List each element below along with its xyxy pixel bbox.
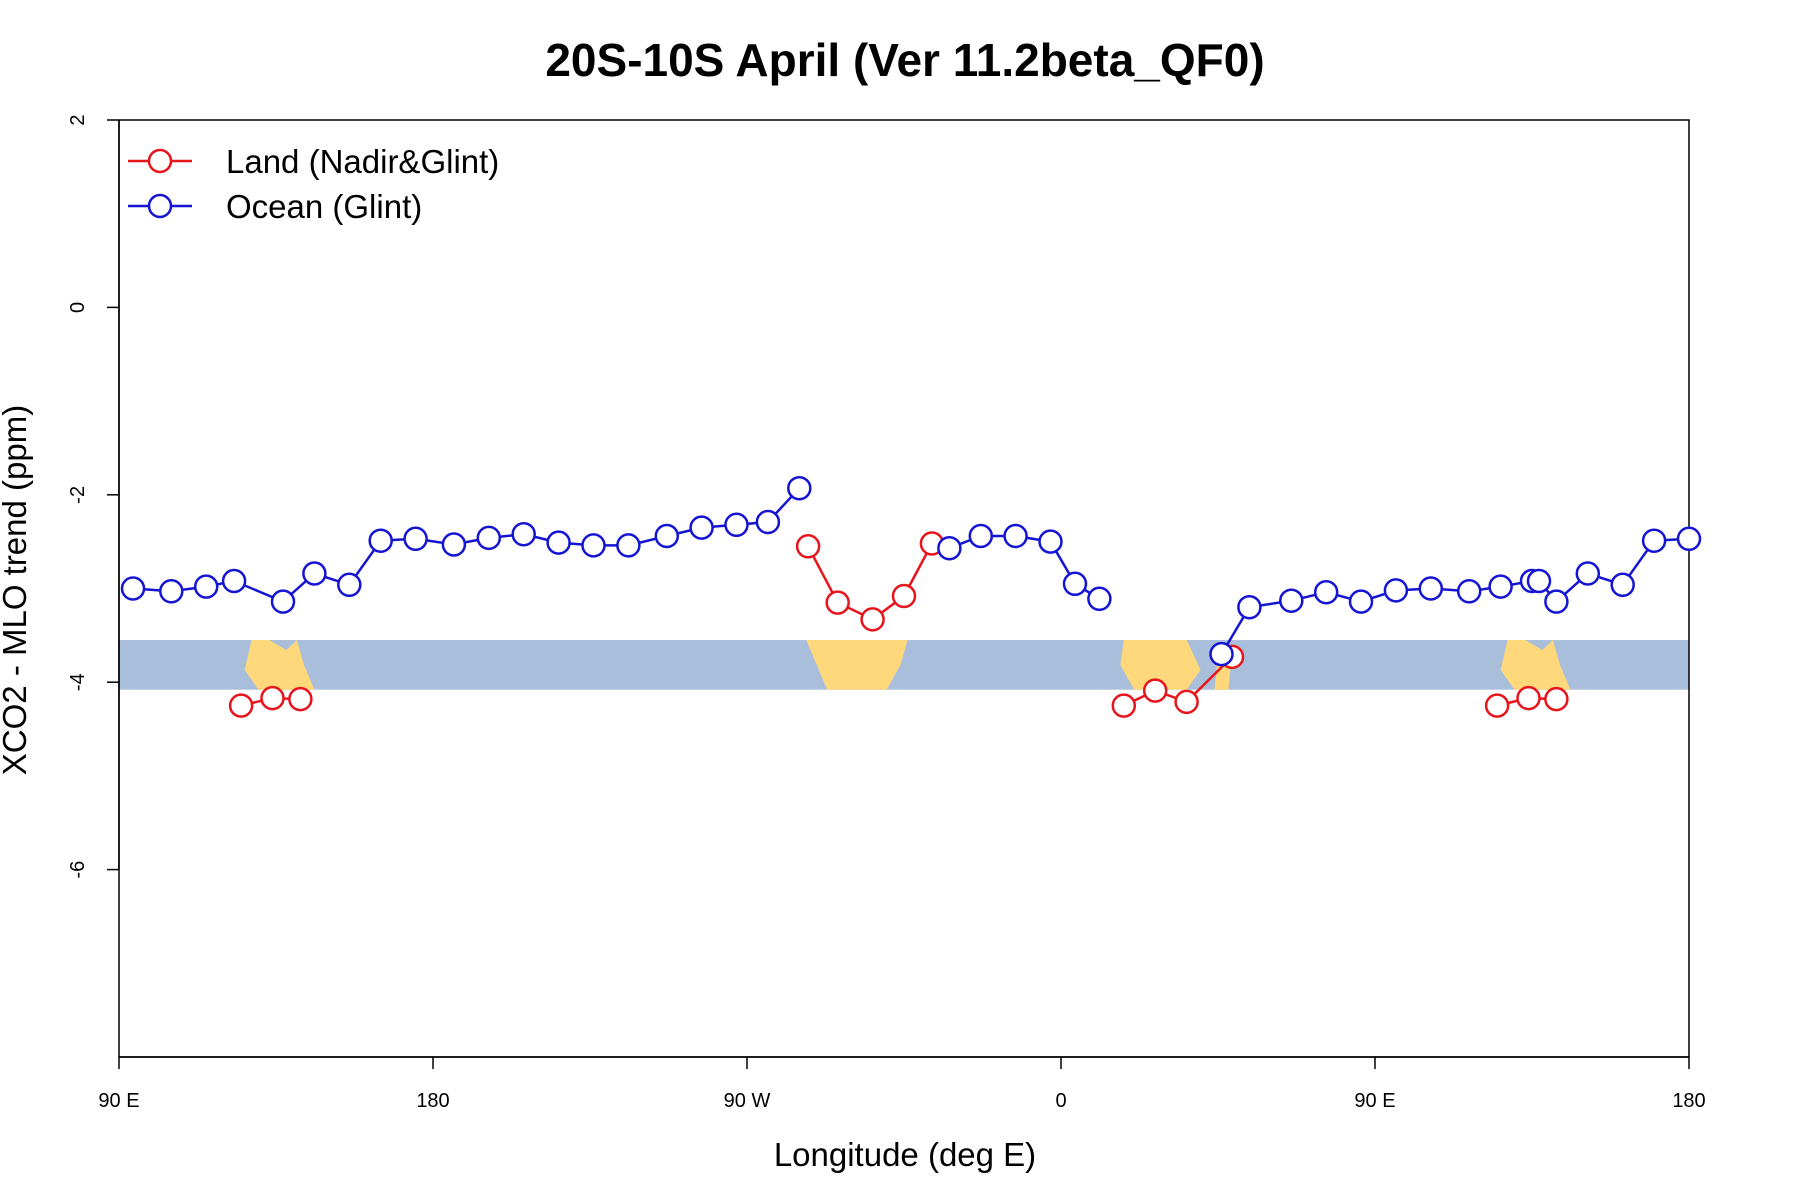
x-tick-label: 0 [1055, 1090, 1066, 1112]
data-point-ocean [120, 576, 146, 601]
data-point-ocean [368, 528, 393, 553]
data-point-ocean [1676, 526, 1702, 552]
chart-title: 20S-10S April (Ver 11.2beta_QF0) [545, 34, 1264, 86]
y-axis: 2 0 -2 -4 -6 [67, 114, 120, 879]
x-tick-label: 90 E [98, 1090, 139, 1112]
data-point-ocean [1488, 574, 1513, 599]
x-axis: 90 E 180 90 W 0 90 E 180 [98, 1056, 1706, 1112]
data-point-land [1142, 678, 1168, 703]
data-point-ocean [441, 532, 467, 557]
legend-label-ocean: Ocean (Glint) [226, 188, 422, 225]
y-tick-label: -4 [67, 673, 89, 691]
land-south-america [806, 640, 908, 690]
data-point-ocean [403, 526, 428, 552]
data-point-ocean [755, 509, 781, 535]
data-point-ocean [1418, 576, 1444, 601]
series-land [228, 531, 1569, 718]
data-point-land [260, 685, 285, 711]
land-australia-1 [244, 640, 315, 690]
data-point-ocean [654, 523, 680, 549]
series-line-ocean [1220, 537, 1690, 655]
data-point-land [1544, 686, 1569, 712]
data-point-ocean [159, 579, 184, 604]
data-point-land [288, 686, 313, 712]
data-point-ocean [511, 521, 536, 547]
data-point-ocean [221, 568, 247, 594]
legend: Land (Nadir&Glint) Ocean (Glint) [128, 143, 499, 225]
data-point-ocean [1526, 568, 1552, 594]
x-axis-label: Longitude (deg E) [774, 1136, 1036, 1173]
data-point-ocean [1237, 594, 1262, 620]
data-point-ocean [1279, 588, 1304, 613]
legend-label-land: Land (Nadir&Glint) [226, 143, 499, 180]
y-tick-label: 0 [67, 302, 89, 313]
data-point-ocean [1456, 579, 1482, 604]
data-point-ocean [937, 535, 962, 561]
data-point-land [228, 693, 254, 718]
legend-marker-ocean [147, 193, 173, 219]
x-tick-label: 180 [416, 1090, 449, 1112]
data-point-ocean [1575, 561, 1601, 586]
data-point-ocean [193, 574, 219, 599]
data-point-ocean [1003, 523, 1028, 549]
data-point-ocean [581, 533, 606, 558]
data-point-ocean [1544, 589, 1569, 614]
data-point-land [860, 607, 885, 632]
data-point-land [825, 590, 850, 615]
data-point-ocean [1641, 528, 1667, 553]
data-point-ocean [1610, 572, 1635, 598]
land-africa [1120, 640, 1201, 690]
map-strip [119, 640, 1689, 690]
data-point-ocean [1348, 589, 1374, 614]
data-point-ocean [1313, 579, 1339, 605]
data-point-land [795, 534, 821, 559]
data-point-land [1484, 693, 1510, 718]
data-point-ocean [337, 572, 362, 598]
series-line-land [1123, 656, 1233, 707]
x-tick-label: 180 [1672, 1090, 1705, 1112]
data-point-ocean [968, 523, 994, 549]
data-point-ocean [302, 561, 327, 586]
y-axis-label: XCO2 - MLO trend (ppm) [0, 405, 33, 775]
data-point-ocean [787, 475, 812, 501]
x-tick-label: 90 W [724, 1090, 771, 1112]
data-point-land [1516, 685, 1541, 711]
data-point-ocean [1062, 571, 1088, 597]
y-tick-label: 2 [67, 114, 89, 125]
data-point-ocean [1209, 641, 1234, 667]
x-tick-label: 90 E [1354, 1090, 1395, 1112]
data-point-ocean [724, 512, 749, 538]
data-point-land [1174, 689, 1199, 715]
data-point-ocean [689, 515, 714, 540]
series-layer [120, 475, 1702, 718]
y-tick-label: -6 [67, 861, 89, 879]
y-tick-label: -2 [67, 486, 89, 504]
legend-marker-land [147, 148, 173, 174]
data-point-ocean [270, 589, 296, 614]
data-point-land [891, 583, 917, 609]
data-point-land [1111, 693, 1137, 718]
data-point-ocean [1087, 586, 1112, 612]
data-point-ocean [476, 525, 502, 551]
data-point-ocean [616, 533, 641, 558]
data-point-ocean [1038, 529, 1063, 554]
data-point-ocean [1383, 578, 1409, 603]
data-point-ocean [546, 530, 571, 555]
land-australia-2 [1500, 640, 1571, 690]
map-land-shapes [244, 640, 1571, 690]
series-ocean [120, 475, 1702, 667]
